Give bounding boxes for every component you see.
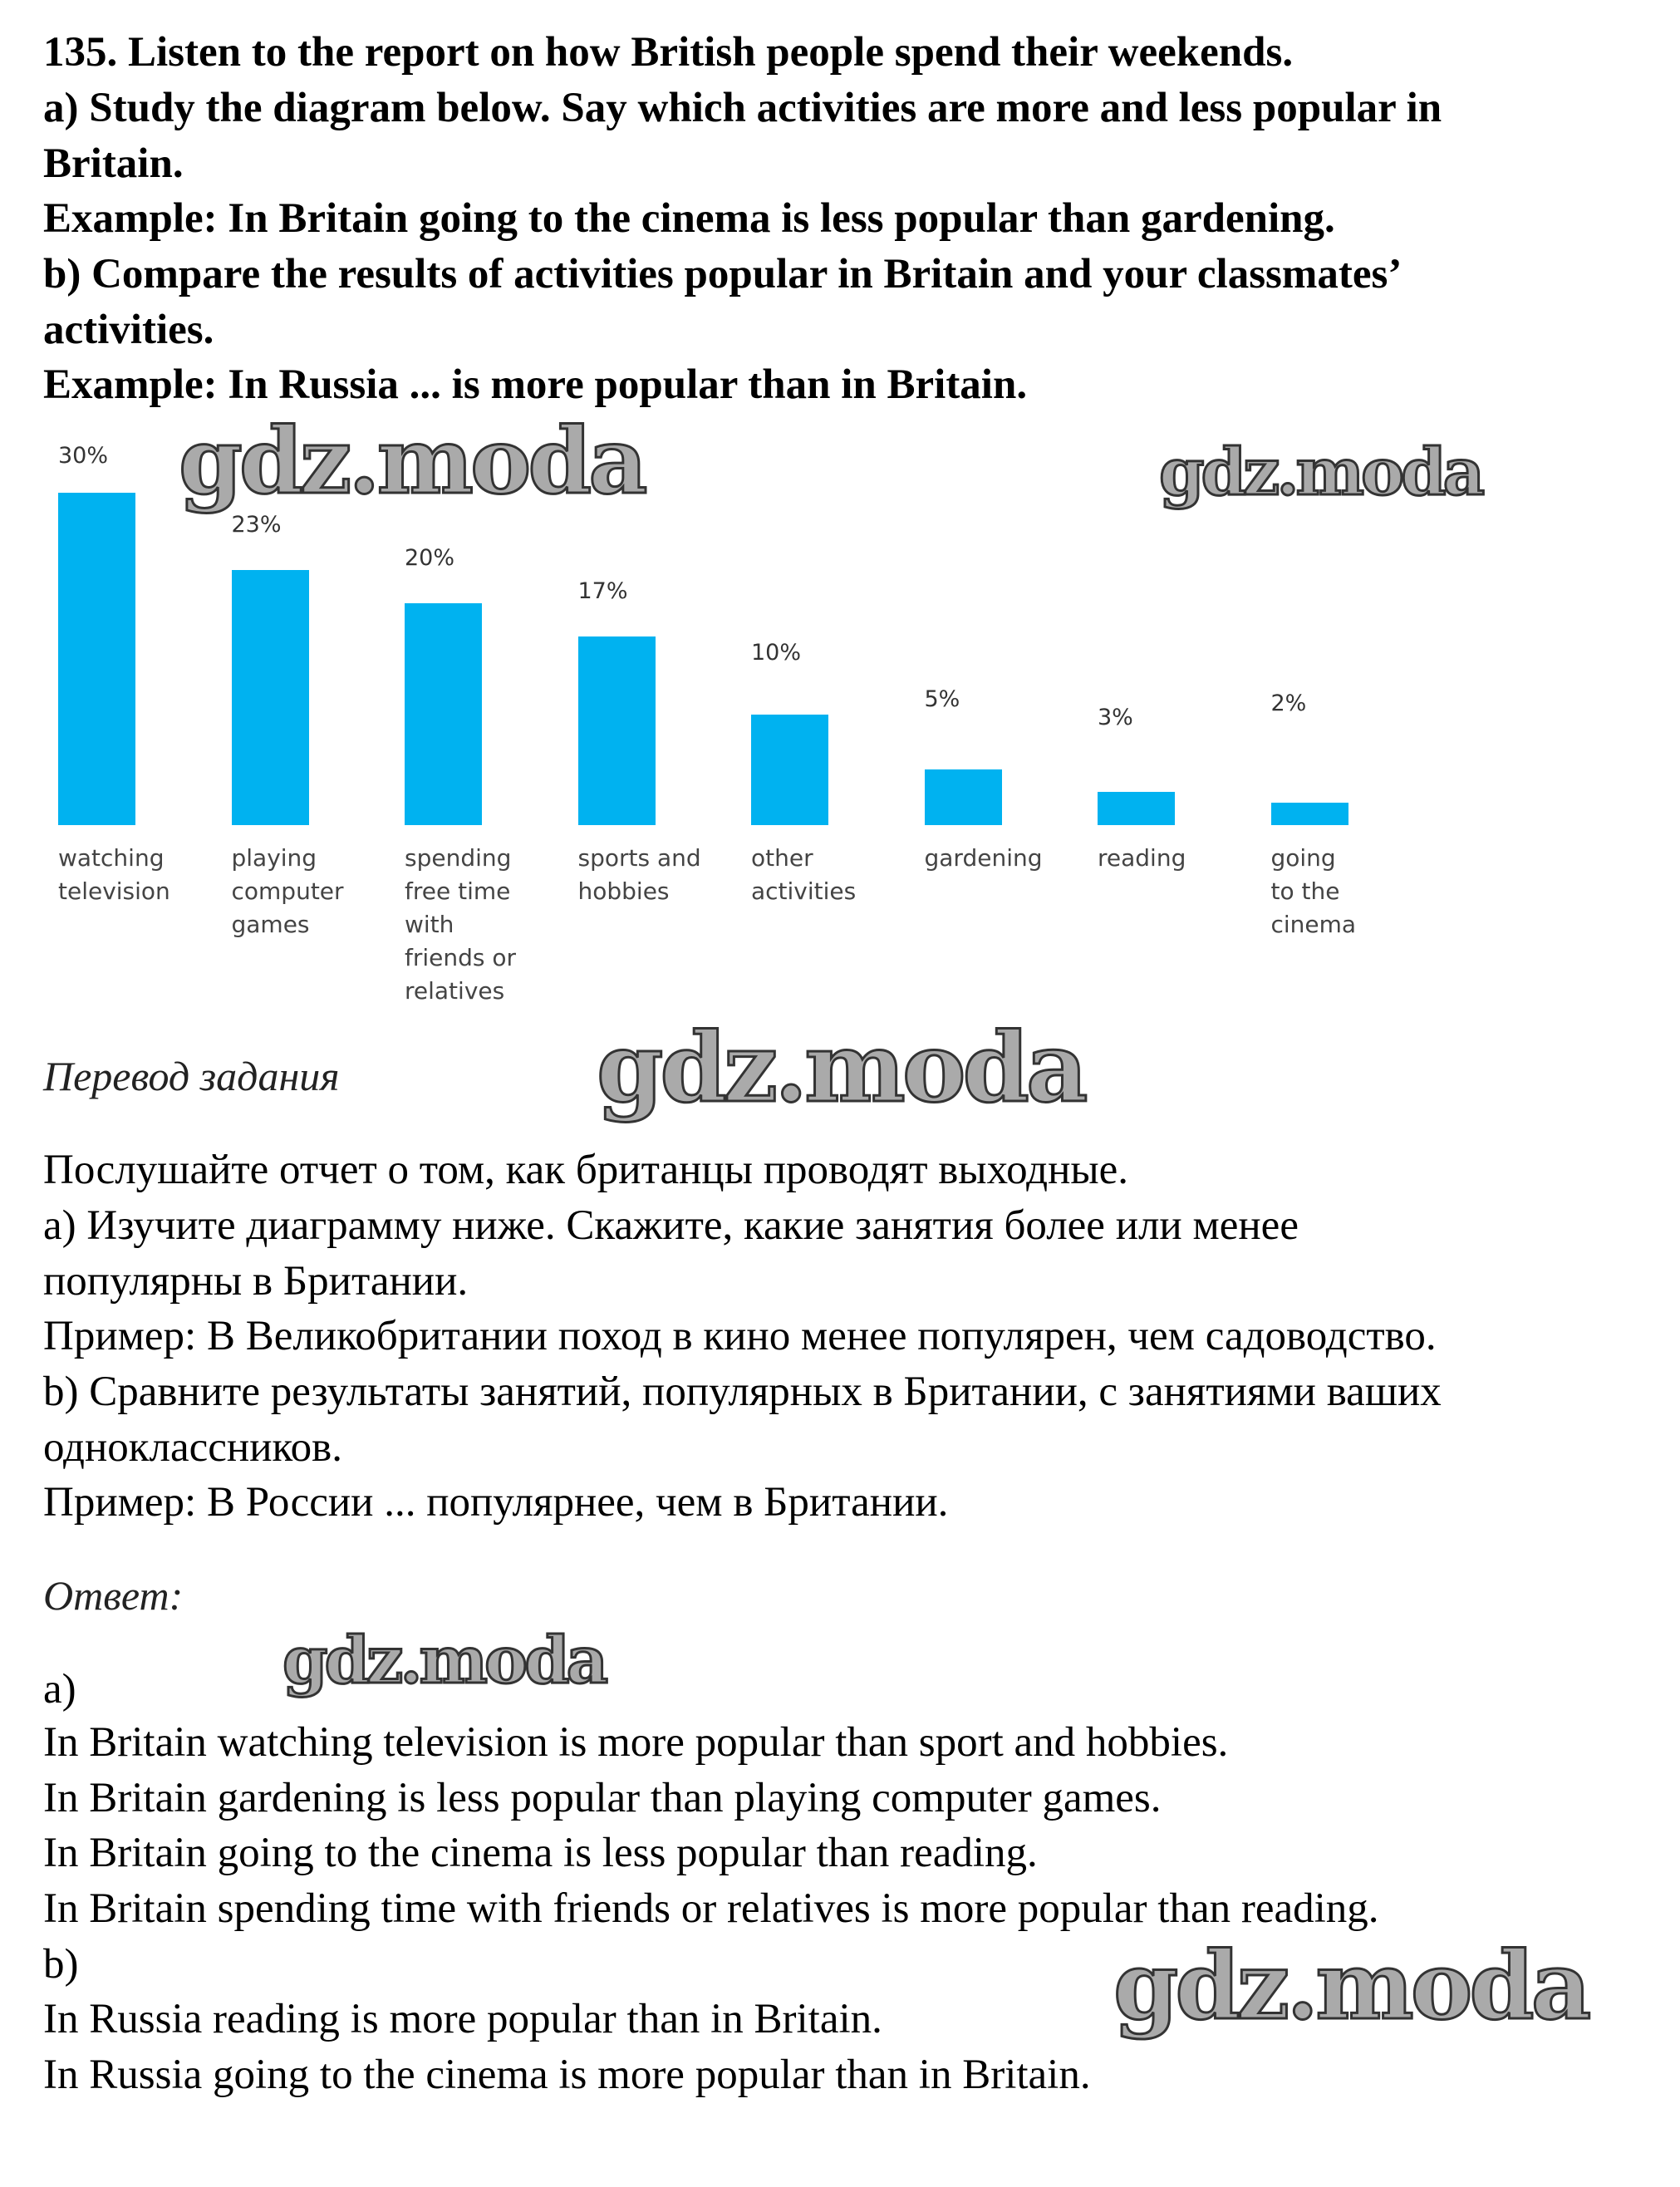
task-line: Britain. bbox=[43, 140, 184, 187]
bar bbox=[924, 769, 1002, 825]
translation-line: Пример: В Великобритании поход в кино ме… bbox=[43, 1313, 1437, 1359]
category-label: going to the cinema bbox=[1270, 844, 1357, 938]
bar bbox=[751, 714, 828, 825]
answer-line: In Britain watching television is more p… bbox=[43, 1719, 1229, 1766]
answer-line: b) bbox=[43, 1941, 79, 1988]
task-line: a) Study the diagram below. Say which ac… bbox=[43, 85, 1442, 131]
translation-line: b) Сравните результаты занятий, популярн… bbox=[43, 1369, 1442, 1415]
category-label: reading bbox=[1098, 844, 1186, 872]
watermark: gdz.moda bbox=[178, 407, 650, 514]
bar bbox=[1098, 792, 1175, 825]
translation-line: Пример: В России ... популярнее, чем в Б… bbox=[43, 1479, 949, 1526]
bar bbox=[231, 570, 309, 825]
category-label: other activities bbox=[751, 844, 857, 905]
answer-line: In Britain going to the cinema is less p… bbox=[43, 1830, 1038, 1876]
bar bbox=[58, 493, 135, 825]
answer-line: a) bbox=[43, 1666, 76, 1713]
category-label: spending free time with friends or relatives bbox=[405, 844, 517, 1005]
value-label: 23% bbox=[231, 512, 282, 538]
value-label: 2% bbox=[1270, 691, 1307, 717]
bar bbox=[577, 636, 656, 825]
category-label: watching television bbox=[58, 844, 170, 905]
answer-heading: Ответ: bbox=[43, 1572, 184, 1619]
answer-line: In Russia going to the cinema is more po… bbox=[43, 2052, 1091, 2098]
value-label: 30% bbox=[58, 443, 109, 469]
watermark: gdz.moda bbox=[281, 1623, 609, 1698]
watermark: gdz.moda bbox=[1112, 1932, 1592, 2041]
value-label: 20% bbox=[405, 545, 455, 572]
value-label: 3% bbox=[1098, 705, 1133, 730]
value-label: 5% bbox=[924, 686, 960, 713]
translation-heading: Перевод задания bbox=[43, 1053, 340, 1099]
task-line: Example: In Russia ... is more popular t… bbox=[43, 361, 1028, 408]
category-label: sports and hobbies bbox=[577, 844, 701, 905]
watermark: gdz.moda bbox=[595, 1012, 1088, 1124]
translation-line: a) Изучите диаграмму ниже. Скажите, каки… bbox=[43, 1202, 1299, 1249]
answer-line: In Britain spending time with friends or… bbox=[43, 1885, 1379, 1932]
task-line: activities. bbox=[43, 307, 214, 353]
translation-line: Послушайте отчет о том, как британцы про… bbox=[43, 1147, 1129, 1193]
answer-line: In Russia reading is more popular than i… bbox=[43, 1996, 882, 2042]
answer-line: In Britain gardening is less popular tha… bbox=[43, 1775, 1162, 1821]
value-label: 10% bbox=[751, 639, 802, 666]
task-line: b) Compare the results of activities pop… bbox=[43, 251, 1402, 297]
bar bbox=[405, 603, 482, 825]
bar-chart: 30% watching television 23% playing computer g… bbox=[0, 432, 1412, 1014]
task-line: Example: In Britain going to the cinema … bbox=[43, 195, 1335, 242]
category-label: gardening bbox=[924, 844, 1043, 872]
task-line: 135. Listen to the report on how British… bbox=[43, 29, 1294, 76]
translation-line: одноклассников. bbox=[43, 1424, 343, 1471]
bar bbox=[1270, 803, 1348, 825]
value-label: 17% bbox=[577, 578, 628, 605]
translation-line: популярны в Британии. bbox=[43, 1258, 469, 1305]
watermark: gdz.moda bbox=[1157, 435, 1486, 510]
category-label: playing computer games bbox=[231, 844, 344, 938]
